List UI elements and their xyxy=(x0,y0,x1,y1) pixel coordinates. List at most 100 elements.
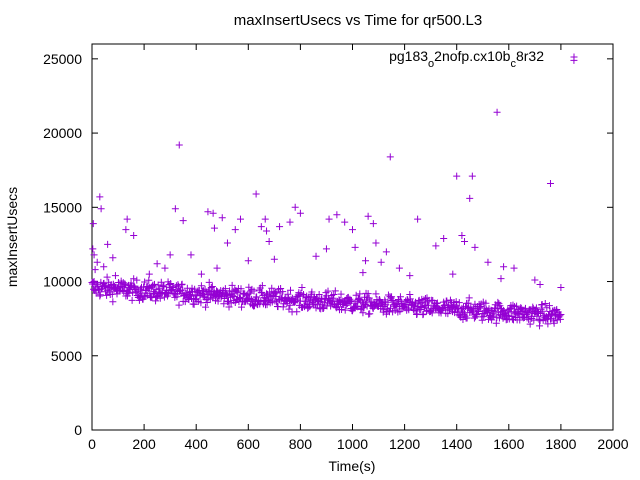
data-point-outlier xyxy=(359,269,367,277)
data-point xyxy=(419,311,427,319)
data-point-outlier xyxy=(171,205,179,213)
data-point-outlier xyxy=(414,215,422,223)
data-point xyxy=(530,316,538,324)
data-point xyxy=(145,276,153,284)
data-point xyxy=(488,316,496,324)
data-point xyxy=(392,301,400,309)
data-point xyxy=(490,312,498,320)
data-point-outlier xyxy=(325,215,333,223)
data-point-outlier xyxy=(341,218,349,226)
data-point xyxy=(157,278,165,286)
data-point-outlier xyxy=(218,214,226,222)
data-point xyxy=(236,293,244,301)
data-point xyxy=(320,303,328,311)
data-point-outlier xyxy=(111,272,119,280)
data-point xyxy=(506,305,514,313)
data-point xyxy=(523,314,531,322)
data-point-outlier xyxy=(453,172,461,180)
y-tick-label: 5000 xyxy=(51,348,82,364)
data-point xyxy=(372,290,380,298)
data-point xyxy=(286,301,294,309)
data-point-outlier xyxy=(166,251,174,259)
data-point xyxy=(128,296,136,304)
data-point xyxy=(121,281,129,289)
data-point xyxy=(190,300,198,308)
data-point xyxy=(284,290,292,298)
data-point-outlier xyxy=(351,243,359,251)
data-point xyxy=(151,280,159,288)
data-point xyxy=(163,288,171,296)
data-point xyxy=(237,285,245,293)
data-point-outlier xyxy=(236,215,244,223)
data-point xyxy=(538,301,546,309)
data-point-outlier xyxy=(93,258,101,266)
data-point xyxy=(321,295,329,303)
data-point-outlier xyxy=(179,217,187,225)
data-point-outlier xyxy=(109,254,117,262)
data-point xyxy=(482,299,490,307)
data-point xyxy=(160,293,168,301)
tick-marks xyxy=(91,44,614,431)
data-point-outlier xyxy=(500,263,508,271)
data-point xyxy=(165,281,173,289)
data-point-outlier xyxy=(406,272,414,280)
data-point xyxy=(490,307,498,315)
data-point-outlier xyxy=(153,260,161,268)
data-point xyxy=(464,299,472,307)
data-point-outlier xyxy=(244,257,252,265)
data-point xyxy=(542,316,550,324)
data-point-outlier xyxy=(161,264,169,272)
data-point xyxy=(412,307,420,315)
data-point-outlier xyxy=(471,243,479,251)
data-point xyxy=(279,288,287,296)
data-point-outlier xyxy=(97,205,105,213)
data-point xyxy=(401,302,409,310)
y-axis-label: maxInsertUsecs xyxy=(4,187,20,287)
data-point xyxy=(544,320,552,328)
legend-marker xyxy=(570,53,578,61)
data-point xyxy=(545,302,553,310)
data-point xyxy=(507,304,515,312)
data-point xyxy=(360,304,368,312)
data-point xyxy=(556,312,564,320)
x-tick-label: 1200 xyxy=(389,436,420,452)
data-point xyxy=(182,290,190,298)
data-point xyxy=(140,293,148,301)
data-point xyxy=(330,291,338,299)
data-point-outlier xyxy=(223,239,231,247)
data-point xyxy=(293,308,301,316)
data-point xyxy=(103,273,111,281)
data-point-outlier xyxy=(377,258,385,266)
y-tick-label: 10000 xyxy=(43,274,82,290)
data-point xyxy=(535,315,543,323)
data-point-outlier xyxy=(145,270,153,278)
data-point xyxy=(229,292,237,300)
data-point xyxy=(205,278,213,286)
data-point xyxy=(302,297,310,305)
data-point-outlier xyxy=(89,245,97,253)
data-point xyxy=(197,299,205,307)
data-point xyxy=(135,296,143,304)
data-point xyxy=(465,294,473,302)
data-point-outlier xyxy=(510,264,518,272)
data-point xyxy=(406,290,414,298)
data-point-outlier xyxy=(263,227,271,235)
data-point xyxy=(178,280,186,288)
data-point xyxy=(173,293,181,301)
data-point xyxy=(130,282,138,290)
data-point xyxy=(480,313,488,321)
data-point-outlier xyxy=(372,239,380,247)
data-point xyxy=(155,285,163,293)
data-point xyxy=(96,291,104,299)
data-point xyxy=(175,301,183,309)
x-tick-label: 1600 xyxy=(493,436,524,452)
data-point xyxy=(241,290,249,298)
legend-marker-glyph xyxy=(570,53,578,61)
data-point xyxy=(287,286,295,294)
data-point xyxy=(475,307,483,315)
data-point xyxy=(536,322,544,330)
y-tick-label: 25000 xyxy=(43,51,82,67)
data-point xyxy=(509,301,517,309)
data-point xyxy=(214,297,222,305)
data-point-outlier xyxy=(104,240,112,248)
